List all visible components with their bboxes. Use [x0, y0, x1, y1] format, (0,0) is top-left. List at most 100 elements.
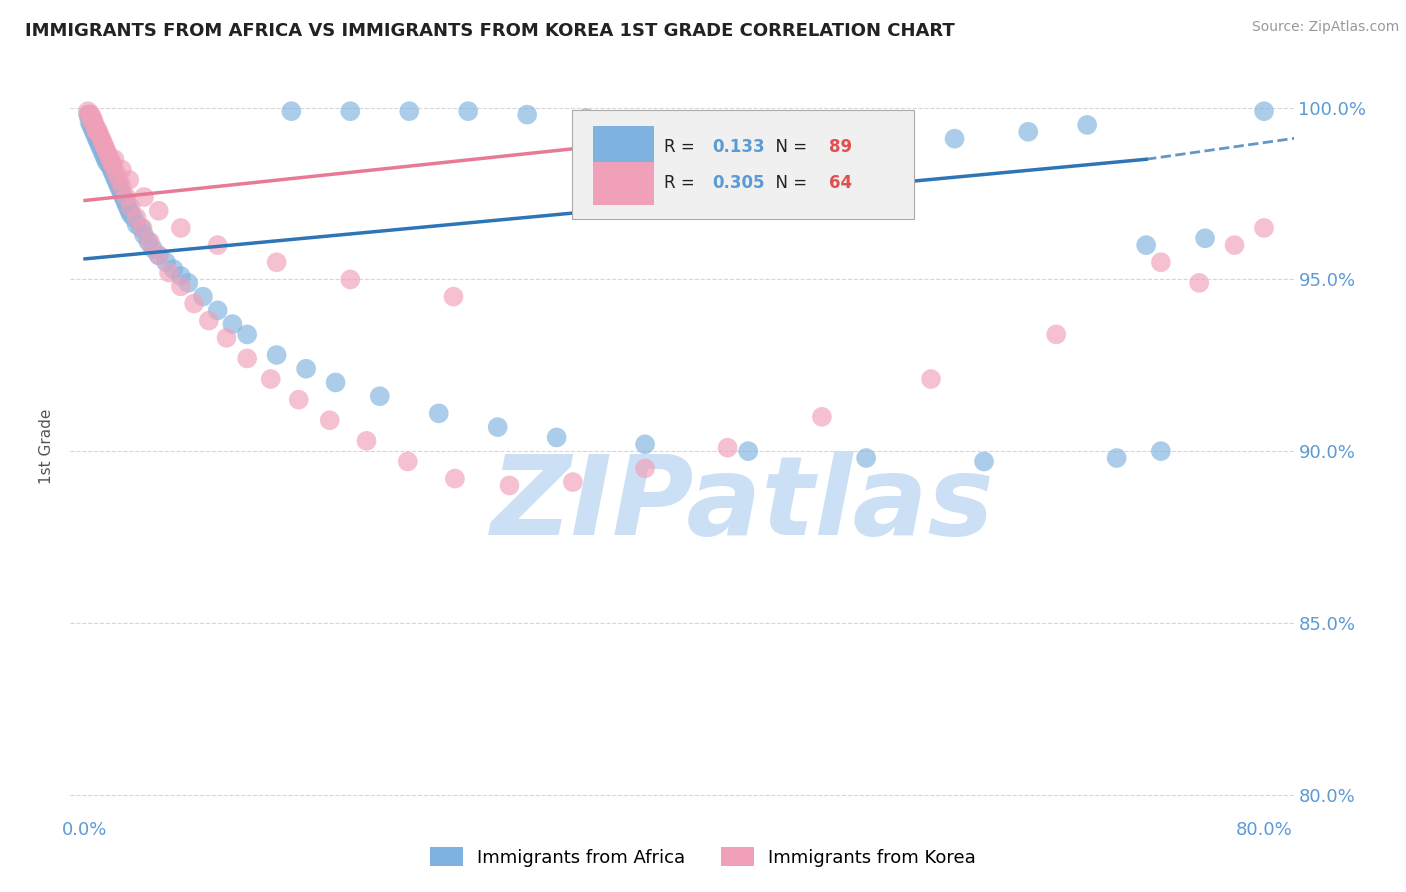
Point — [118, 173, 141, 187]
Point — [86, 131, 108, 145]
Point — [84, 121, 107, 136]
Point — [83, 118, 105, 132]
Point — [155, 255, 177, 269]
Point — [98, 153, 121, 167]
FancyBboxPatch shape — [592, 162, 654, 204]
Point — [93, 142, 115, 156]
Point — [80, 118, 103, 132]
Point — [943, 131, 966, 145]
Point — [221, 317, 243, 331]
Point — [162, 262, 184, 277]
Point — [287, 392, 309, 407]
Point — [82, 121, 104, 136]
Point — [125, 218, 148, 232]
Point — [89, 138, 111, 153]
Point — [1194, 231, 1216, 245]
Point — [396, 454, 419, 468]
Point — [427, 406, 450, 420]
Point — [79, 107, 101, 121]
Point — [77, 107, 100, 121]
Point — [716, 441, 738, 455]
Point — [157, 266, 180, 280]
Point — [295, 361, 318, 376]
Point — [115, 197, 138, 211]
Point — [87, 128, 110, 143]
Text: Source: ZipAtlas.com: Source: ZipAtlas.com — [1251, 20, 1399, 34]
Point — [138, 235, 160, 249]
Point — [207, 238, 229, 252]
Point — [516, 107, 538, 121]
Point — [98, 155, 121, 169]
Text: 64: 64 — [828, 175, 852, 193]
Point — [207, 303, 229, 318]
Point — [103, 153, 125, 167]
Point — [93, 138, 115, 153]
Point — [634, 437, 657, 451]
Point — [86, 125, 108, 139]
Point — [115, 190, 138, 204]
Y-axis label: 1st Grade: 1st Grade — [38, 409, 53, 483]
Point — [260, 372, 283, 386]
Point — [89, 131, 111, 145]
Point — [100, 162, 122, 177]
Text: 0.133: 0.133 — [713, 138, 765, 156]
Text: N =: N = — [765, 138, 813, 156]
Point — [1188, 276, 1211, 290]
Point — [91, 145, 114, 160]
Point — [80, 111, 103, 125]
Point — [148, 248, 170, 262]
Legend: Immigrants from Africa, Immigrants from Korea: Immigrants from Africa, Immigrants from … — [423, 840, 983, 874]
Point — [108, 173, 131, 187]
Point — [84, 128, 107, 143]
Point — [368, 389, 391, 403]
Point — [84, 121, 107, 136]
Point — [97, 153, 120, 167]
Point — [920, 372, 942, 386]
Point — [170, 279, 193, 293]
Point — [79, 107, 101, 121]
Point — [118, 203, 141, 218]
Point — [236, 327, 259, 342]
Point — [94, 142, 117, 156]
Point — [79, 114, 101, 128]
Point — [87, 125, 110, 139]
FancyBboxPatch shape — [572, 110, 914, 219]
Point — [108, 179, 131, 194]
Point — [561, 475, 583, 489]
Point — [236, 351, 259, 366]
Point — [356, 434, 378, 448]
Point — [101, 166, 124, 180]
Point — [170, 221, 193, 235]
Point — [90, 142, 112, 156]
Point — [94, 153, 117, 167]
Point — [546, 430, 568, 444]
Point — [97, 149, 120, 163]
Point — [1253, 104, 1275, 119]
Point — [111, 186, 134, 201]
Point — [339, 272, 361, 286]
Text: 0.305: 0.305 — [713, 175, 765, 193]
Point — [1223, 238, 1246, 252]
Point — [86, 125, 108, 139]
Point — [325, 376, 347, 390]
Text: ZIPatlas: ZIPatlas — [491, 451, 995, 558]
Point — [148, 248, 170, 262]
Point — [266, 255, 288, 269]
Point — [114, 194, 136, 208]
Point — [91, 135, 114, 149]
Point — [98, 159, 121, 173]
Point — [443, 290, 465, 304]
Point — [122, 211, 145, 225]
Point — [100, 155, 122, 169]
Point — [111, 162, 134, 177]
Point — [87, 135, 110, 149]
Point — [198, 313, 221, 327]
Text: N =: N = — [765, 175, 813, 193]
Point — [91, 138, 114, 153]
Point — [191, 290, 214, 304]
Point — [117, 200, 139, 214]
Point — [120, 207, 142, 221]
Point — [737, 444, 759, 458]
Point — [90, 131, 112, 145]
Point — [339, 104, 361, 119]
